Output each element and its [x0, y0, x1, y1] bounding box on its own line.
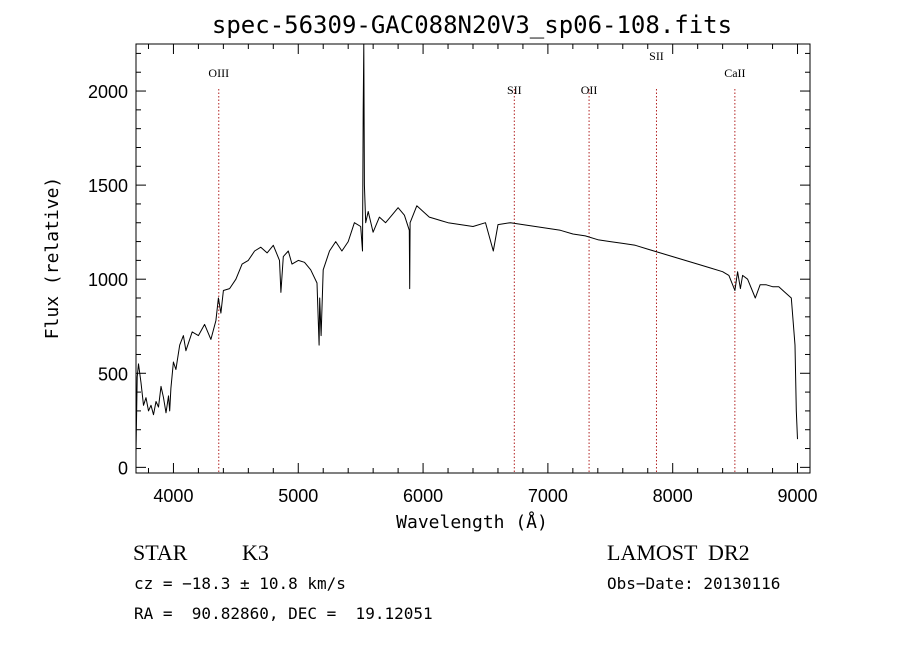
- x-tick-label: 7000: [528, 486, 568, 506]
- emission-line-label: OII: [581, 83, 598, 97]
- x-tick-label: 6000: [403, 486, 443, 506]
- plot-frame: [135, 43, 811, 474]
- y-tick-label: 0: [118, 458, 128, 478]
- object-subclass: K3: [242, 540, 269, 565]
- series-layer: [135, 43, 798, 453]
- emission-line-label: CaII: [724, 66, 745, 80]
- y-tick-label: 1000: [88, 270, 128, 290]
- chart-title: spec-56309-GAC088N20V3_sp06-108.fits: [212, 11, 732, 39]
- y-tick-label: 1500: [88, 176, 128, 196]
- x-tick-label: 4000: [153, 486, 193, 506]
- y-tick-label: 500: [98, 364, 128, 384]
- object-class: STAR: [133, 540, 188, 565]
- emission-line-label: SII: [649, 49, 664, 63]
- cz-readout: cz = −18.3 ± 10.8 km/s: [134, 574, 346, 593]
- y-axis-label: Flux (relative): [42, 177, 63, 340]
- x-axis-label: Wavelength (Å): [396, 511, 548, 533]
- emission-lines-layer: OIII SII OII SII CaII: [208, 49, 746, 473]
- y-tick-label: 2000: [88, 82, 128, 102]
- x-tick-label: 8000: [653, 486, 693, 506]
- ticks-layer: 4000 5000 6000 7000 8000 9000 0 500 1000 1500 2000: [88, 44, 818, 506]
- emission-line-label: SII: [507, 83, 522, 97]
- emission-line-label: OIII: [208, 66, 229, 80]
- obs-date-readout: Obs−Date: 20130116: [607, 574, 781, 593]
- x-tick-label: 9000: [777, 486, 817, 506]
- survey-label: LAMOST DR2: [607, 540, 750, 565]
- coords-readout: RA = 90.82860, DEC = 19.12051: [134, 604, 433, 623]
- spectrum-series-line: [135, 43, 798, 453]
- x-tick-label: 5000: [278, 486, 318, 506]
